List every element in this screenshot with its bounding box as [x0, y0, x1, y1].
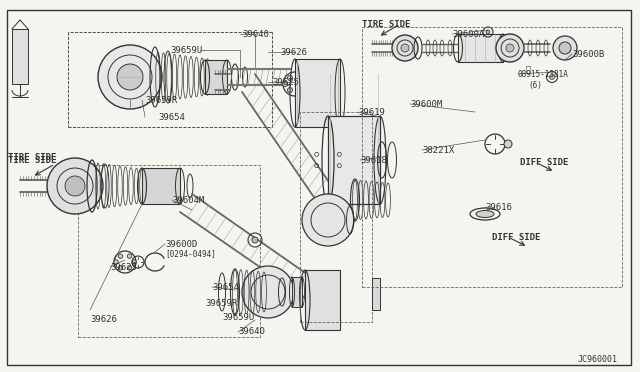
Circle shape	[47, 158, 103, 214]
Text: 08915-1381A: 08915-1381A	[518, 70, 569, 78]
Text: 39618: 39618	[360, 155, 387, 164]
Circle shape	[118, 266, 123, 270]
Text: 39659U: 39659U	[170, 45, 202, 55]
Circle shape	[506, 44, 514, 52]
Text: TIRE SIDE: TIRE SIDE	[8, 153, 56, 161]
Circle shape	[553, 36, 577, 60]
Circle shape	[98, 45, 162, 109]
Text: 39619: 39619	[358, 108, 385, 116]
Circle shape	[298, 87, 303, 93]
Circle shape	[118, 254, 123, 259]
Text: TIRE SIDE: TIRE SIDE	[8, 155, 56, 164]
Text: 39640: 39640	[238, 327, 265, 337]
Circle shape	[65, 176, 85, 196]
Circle shape	[127, 254, 132, 259]
Circle shape	[303, 81, 307, 87]
Bar	[292, 277, 302, 307]
Text: Ⓡ: Ⓡ	[525, 65, 531, 74]
Text: 39600D: 39600D	[165, 240, 197, 248]
Bar	[12, 29, 28, 84]
Bar	[328, 116, 380, 204]
Text: 39626: 39626	[90, 315, 117, 324]
Circle shape	[287, 76, 292, 80]
Circle shape	[550, 74, 554, 80]
Text: 39600M: 39600M	[410, 99, 442, 109]
Circle shape	[298, 76, 303, 80]
Circle shape	[302, 194, 354, 246]
Text: 39654: 39654	[158, 112, 185, 122]
Text: (6): (6)	[528, 80, 542, 90]
Text: 39640: 39640	[242, 29, 269, 38]
Circle shape	[114, 260, 118, 264]
Text: TIRE SIDE: TIRE SIDE	[362, 19, 410, 29]
Circle shape	[252, 237, 258, 243]
Circle shape	[287, 87, 292, 93]
Circle shape	[392, 35, 418, 61]
Circle shape	[504, 140, 512, 148]
Text: 39626: 39626	[280, 48, 307, 57]
Bar	[458, 34, 503, 62]
Circle shape	[282, 81, 287, 87]
Bar	[305, 270, 340, 330]
Bar	[78, 165, 260, 337]
Text: 39604M: 39604M	[172, 196, 204, 205]
Text: 39625: 39625	[110, 263, 137, 272]
Bar	[300, 112, 372, 322]
Circle shape	[127, 266, 132, 270]
Bar	[372, 278, 380, 310]
Circle shape	[496, 34, 524, 62]
Text: 39616: 39616	[485, 202, 512, 212]
Circle shape	[401, 44, 409, 52]
Text: 39659R: 39659R	[205, 299, 237, 308]
Text: 39659U: 39659U	[222, 312, 254, 321]
Circle shape	[486, 30, 490, 34]
Text: 39659R: 39659R	[145, 96, 177, 105]
Circle shape	[117, 64, 143, 90]
Text: 39654: 39654	[212, 282, 239, 292]
Text: 38221X: 38221X	[422, 145, 454, 154]
Bar	[205, 60, 227, 94]
Text: DIFF SIDE: DIFF SIDE	[492, 232, 540, 241]
Circle shape	[242, 266, 294, 318]
Text: DIFF SIDE: DIFF SIDE	[520, 157, 568, 167]
Text: 39600B: 39600B	[572, 49, 604, 58]
Bar	[362, 27, 622, 287]
Circle shape	[559, 42, 571, 54]
Circle shape	[132, 260, 136, 264]
Bar	[142, 168, 180, 204]
Text: 39600A: 39600A	[452, 29, 484, 38]
Bar	[295, 59, 340, 127]
Text: [0294-0494]: [0294-0494]	[165, 250, 216, 259]
Text: 39625: 39625	[272, 77, 299, 87]
Ellipse shape	[476, 211, 494, 218]
Text: JC960001: JC960001	[578, 355, 618, 363]
